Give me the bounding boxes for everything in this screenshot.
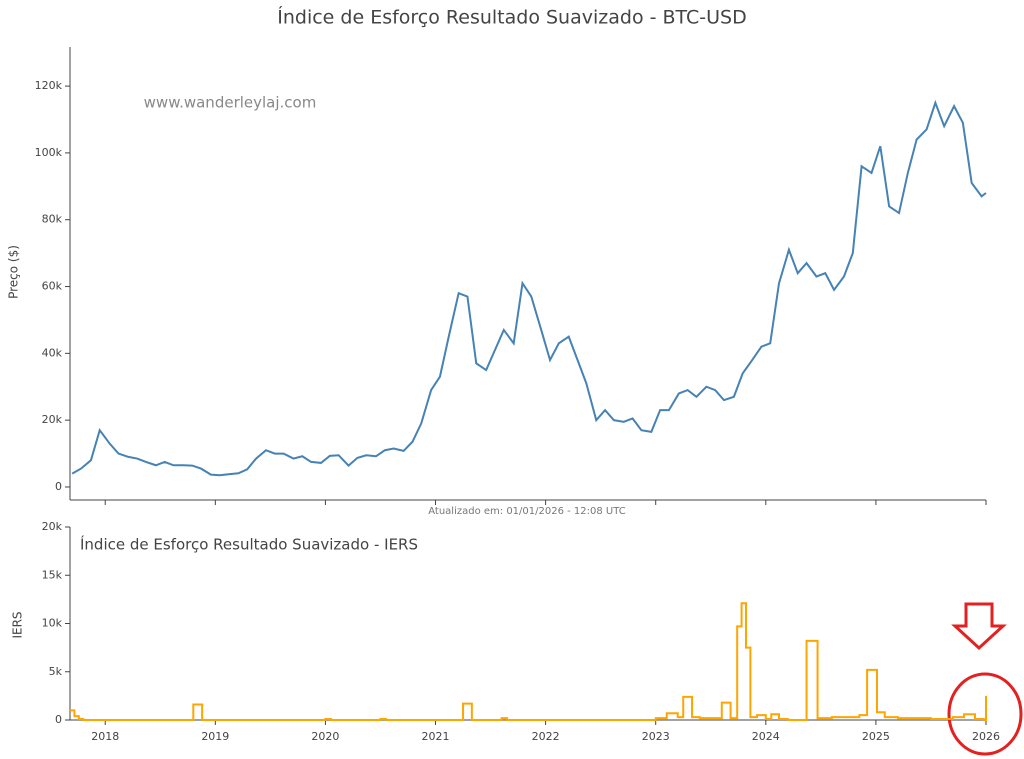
y-axis-label: IERS: [11, 611, 25, 638]
arrow-annotation: [951, 602, 1007, 651]
y-axis-label: Preço ($): [7, 245, 21, 299]
y-tick-label: 20k: [42, 413, 63, 426]
x-tick-label: 2024: [752, 730, 780, 743]
y-tick-label: 120k: [35, 79, 63, 92]
annotation: Atualizado em: 01/01/2026 - 12:08 UTC: [428, 506, 626, 517]
y-tick-label: 15k: [42, 568, 63, 581]
chart-title: Índice de Esforço Resultado Suavizado - …: [277, 6, 747, 29]
x-tick-label: 2021: [422, 730, 450, 743]
y-tick-label: 100k: [35, 146, 63, 159]
subplot-title: Índice de Esforço Resultado Suavizado - …: [80, 535, 418, 554]
data-line: [71, 99, 987, 477]
data-line: [70, 602, 987, 721]
y-tick-label: 80k: [42, 213, 63, 226]
x-tick-label: 2020: [311, 730, 339, 743]
x-tick-label: 2025: [862, 730, 890, 743]
y-tick-label: 5k: [49, 665, 63, 678]
watermark: www.wanderleylaj.com: [144, 94, 317, 112]
x-tick-label: 2019: [201, 730, 229, 743]
x-tick-label: 2023: [642, 730, 670, 743]
y-tick-label: 60k: [42, 280, 63, 293]
x-tick-label: 2026: [972, 730, 1000, 743]
y-tick-label: 40k: [42, 346, 63, 359]
y-tick-label: 0: [55, 480, 62, 493]
y-tick-label: 10k: [42, 617, 63, 630]
circle-annotation: [947, 672, 1023, 756]
y-tick-label: 0: [55, 713, 62, 726]
x-tick-label: 2022: [532, 730, 560, 743]
x-tick-label: 2018: [91, 730, 119, 743]
y-tick-label: 20k: [42, 520, 63, 533]
